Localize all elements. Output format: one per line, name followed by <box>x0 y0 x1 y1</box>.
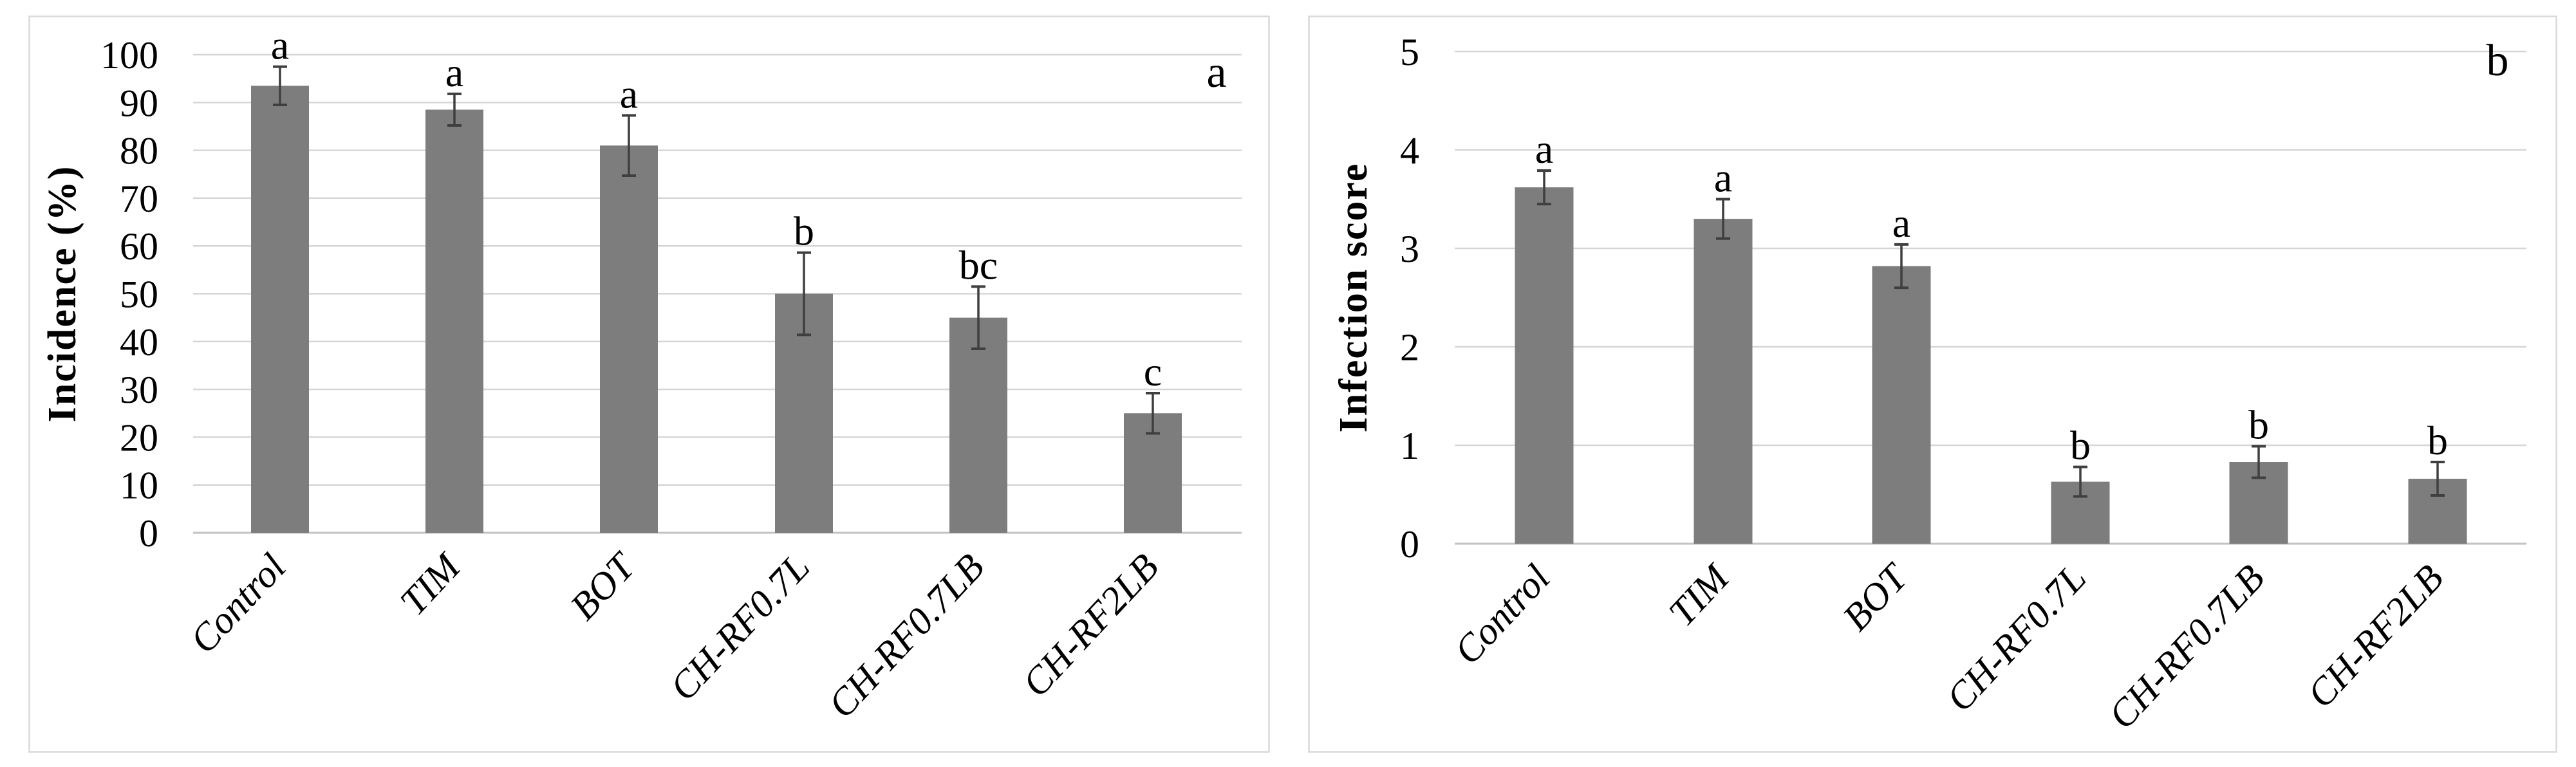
panel-incidence-chart: 0 10 20 30 40 50 60 70 80 90 100 a Control a TIM a BOT b C… <box>28 15 1270 753</box>
y-axis-title: Infection score <box>1332 163 1376 433</box>
significance-letter: b <box>2070 423 2091 468</box>
y-tick-label: 4 <box>1400 129 1419 172</box>
bar-CH-RF0.7LB <box>949 317 1007 533</box>
bar-TIM <box>1694 219 1753 544</box>
y-tick-label: 100 <box>100 34 158 77</box>
y-tick-label: 1 <box>1400 425 1419 467</box>
y-tick-label: 10 <box>120 465 158 507</box>
y-axis-title: Incidence (%) <box>41 165 84 423</box>
significance-letter: a <box>271 23 289 68</box>
bar-BOT <box>600 145 658 533</box>
significance-letter: a <box>1892 200 1910 246</box>
significance-letter: c <box>1144 349 1162 394</box>
bar-Control <box>251 86 309 533</box>
significance-letter: a <box>445 50 463 95</box>
y-tick-label: 90 <box>120 82 158 124</box>
significance-letter: b <box>794 208 814 254</box>
significance-letter: b <box>2427 418 2448 463</box>
significance-letter: a <box>1535 126 1553 172</box>
infection-score-bar-chart: 012345aControlaTIMaBOTbCH-RF0.7LbCH-RF0.… <box>1308 15 2557 753</box>
y-tick-label: 40 <box>120 321 158 364</box>
y-tick-label: 60 <box>120 225 158 268</box>
panel-letter: a <box>1206 48 1226 97</box>
y-tick-label: 5 <box>1400 31 1419 73</box>
bar-BOT <box>1872 266 1931 544</box>
y-tick-label: 20 <box>120 416 158 459</box>
significance-letter: a <box>1714 155 1732 201</box>
y-tick-label: 0 <box>139 512 158 555</box>
y-tick-label: 3 <box>1400 228 1419 270</box>
bar-Control <box>1515 187 1574 544</box>
panel-letter: b <box>2487 36 2509 86</box>
y-tick-label: 50 <box>120 273 158 316</box>
y-tick-label: 30 <box>120 369 158 411</box>
significance-letter: bc <box>959 242 998 288</box>
y-tick-label: 70 <box>120 178 158 220</box>
significance-letter: a <box>620 71 638 116</box>
panel-infection-score-chart: 0 1 2 3 4 5 a Control a TIM a BOT b CH-RF0.7L b CH-RF0.… <box>1308 15 2557 753</box>
significance-letter: b <box>2248 402 2269 448</box>
y-tick-label: 0 <box>1400 523 1419 566</box>
bar-TIM <box>425 109 483 533</box>
y-tick-label: 80 <box>120 130 158 172</box>
y-tick-label: 2 <box>1400 326 1419 369</box>
